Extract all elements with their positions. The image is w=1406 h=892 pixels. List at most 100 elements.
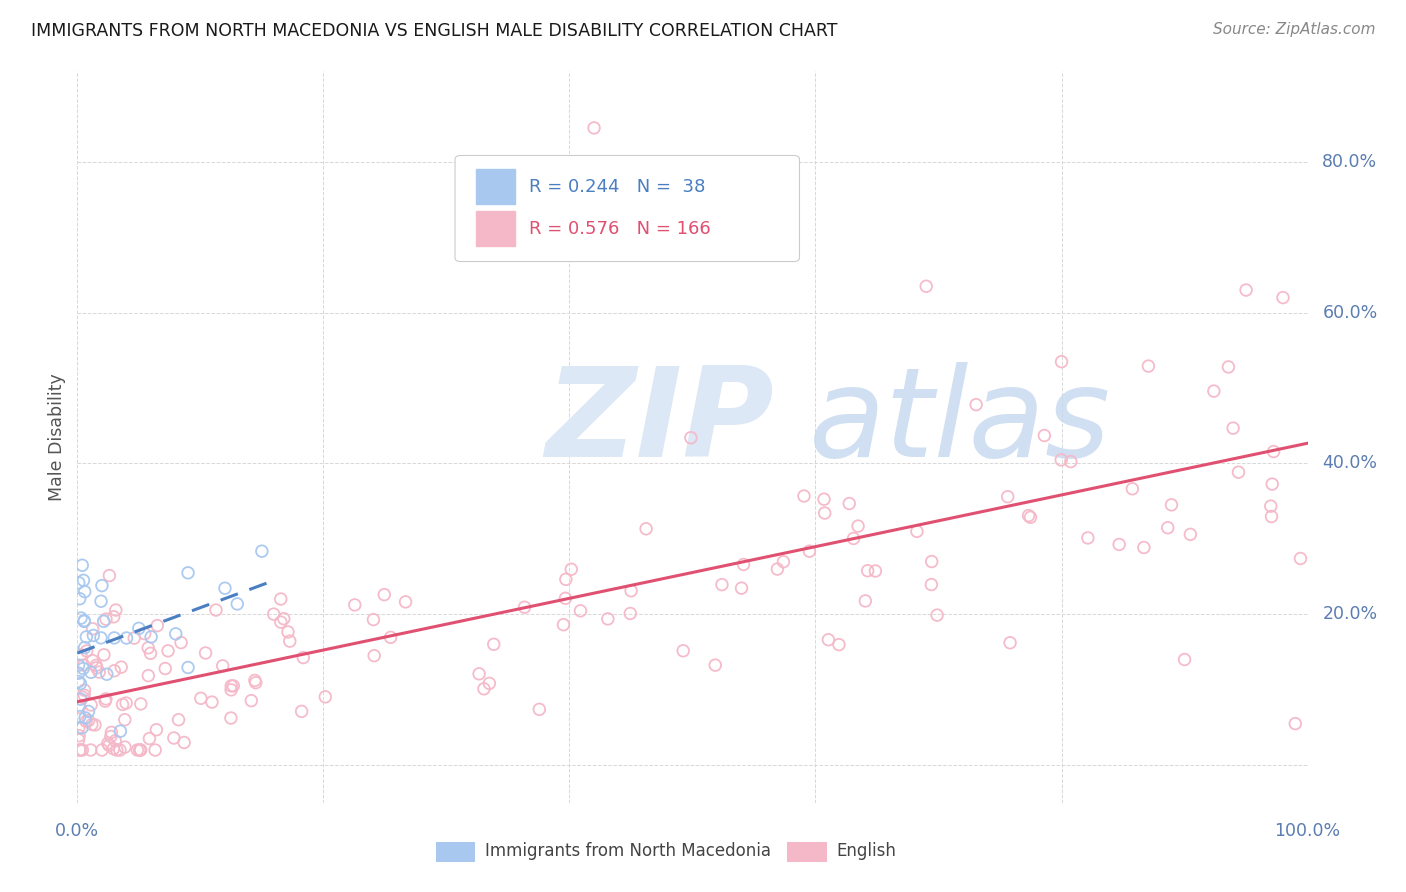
Point [70,558,93,573]
Point [84,718,107,732]
Point [1261,477,1284,491]
Point [80,717,103,731]
Point [1260,509,1282,524]
Point [363,613,385,627]
Point [143,743,166,757]
Point [89,665,111,679]
Point [222,679,245,693]
FancyBboxPatch shape [477,169,516,204]
Point [1133,541,1156,555]
Point [69,709,91,723]
Point [136,640,159,655]
Point [98,568,121,582]
Point [90,631,112,645]
Point [104,733,127,747]
Point [94,692,117,706]
Point [998,636,1021,650]
Point [1174,652,1197,666]
Point [529,702,551,716]
Point [67,700,90,714]
Point [672,644,695,658]
Point [226,597,249,611]
Point [73,688,96,702]
FancyBboxPatch shape [477,211,516,246]
Point [139,646,162,660]
Point [69,676,91,690]
Point [93,648,115,662]
Point [110,660,132,674]
Point [1060,454,1083,468]
Point [100,730,122,744]
Point [69,743,91,757]
Point [111,698,134,712]
Y-axis label: Male Disability: Male Disability [48,373,66,501]
Point [277,624,299,639]
Point [98,739,121,753]
Point [1050,354,1073,368]
Point [513,600,536,615]
Point [733,558,755,572]
Point [583,120,606,135]
Point [291,704,314,718]
Point [1263,444,1285,458]
Point [122,631,145,645]
FancyBboxPatch shape [456,155,800,261]
Point [173,735,195,749]
Point [927,608,949,623]
Point [1260,499,1282,513]
Point [554,591,576,606]
Point [921,555,943,569]
Point [114,713,136,727]
Point [86,661,108,675]
Point [73,683,96,698]
Text: 40.0%: 40.0% [1323,454,1378,473]
Point [1108,537,1130,551]
Point [73,614,96,628]
Point [1272,291,1295,305]
Point [679,431,702,445]
Point [72,743,94,757]
Point [80,698,103,712]
Point [177,660,200,674]
Point [1222,421,1244,435]
Point [1018,508,1040,523]
Point [522,242,544,256]
Point [865,564,887,578]
Point [813,492,835,507]
Point [250,544,273,558]
Point [100,725,122,739]
Point [380,631,402,645]
Point [141,630,163,644]
Point [394,595,416,609]
Point [730,581,752,595]
Point [219,679,242,693]
Point [75,711,97,725]
Point [104,603,127,617]
Point [77,714,100,728]
Point [67,575,90,590]
Point [156,644,179,658]
Point [240,693,263,707]
Point [129,743,152,757]
Point [478,676,501,690]
Point [103,631,125,645]
Point [105,743,128,757]
Point [965,398,987,412]
Point [72,658,94,673]
Point [190,691,212,706]
Point [1033,428,1056,442]
Point [1077,531,1099,545]
Point [82,622,104,636]
Point [205,603,228,617]
Point [793,489,815,503]
Point [90,579,114,593]
Point [73,615,96,629]
Point [482,637,505,651]
Point [115,631,138,645]
Text: R = 0.244   N =  38: R = 0.244 N = 38 [529,178,706,196]
Point [128,743,150,757]
Point [73,584,96,599]
Point [292,650,315,665]
Point [1157,521,1180,535]
Point [560,562,582,576]
